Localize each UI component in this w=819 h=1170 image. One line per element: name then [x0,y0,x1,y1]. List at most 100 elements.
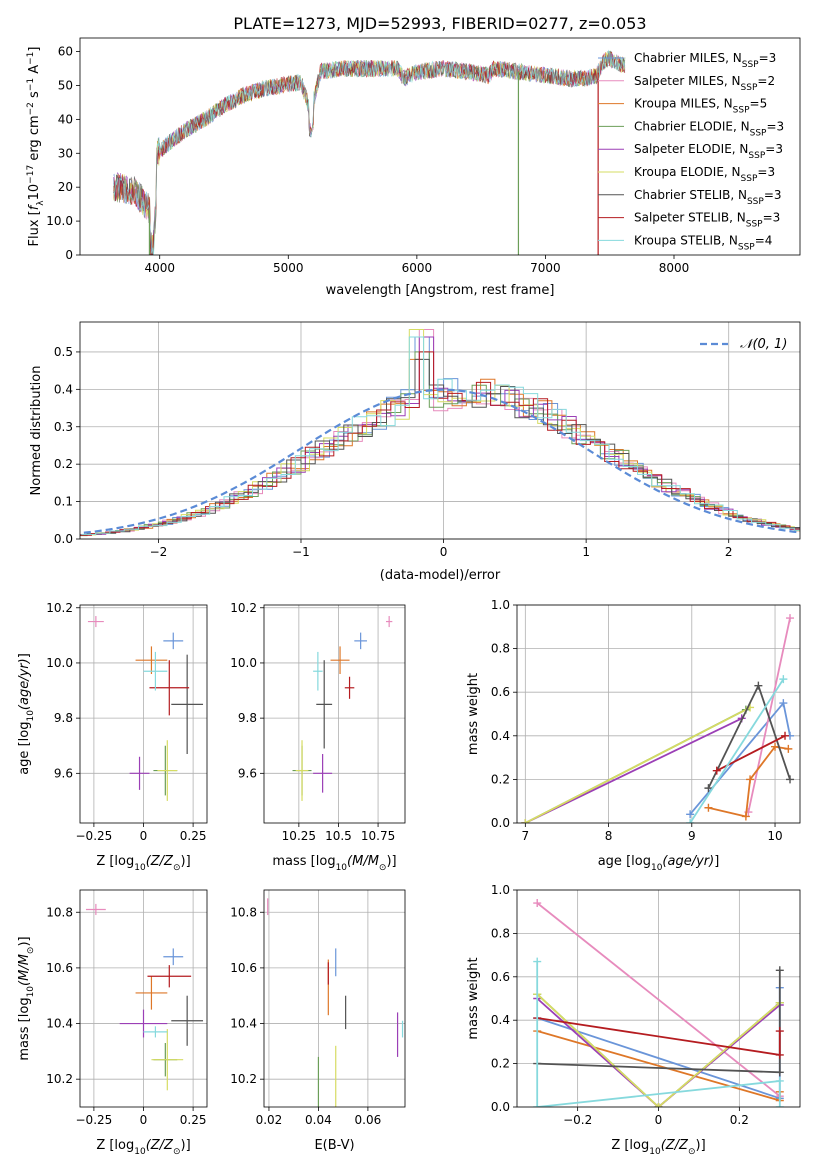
spectrum-line-9 [113,49,626,255]
x-tick-label: 0.04 [305,1113,332,1127]
y-tick-label: 0.3 [54,420,73,434]
histogram-8 [80,351,800,536]
weight-line-7 [707,683,791,789]
x-axis-label: age [log10(age/yr)] [598,854,720,873]
legend-label: Salpeter STELIB, NSSP=3 [634,211,780,230]
x-axis-label: E(B-V) [314,1138,354,1153]
weight-line-2 [536,902,781,1097]
plot-area [292,616,393,801]
y-tick-label: 9.6 [54,766,73,780]
x-axis-label: wavelength [Angstrom, rest frame] [326,283,555,298]
weight-marker [771,742,780,751]
weight-line-6 [524,706,751,823]
weight-marker [704,803,713,812]
y-tick-label: 0 [65,248,73,262]
weight-marker [533,1103,542,1107]
x-tick-label: 6000 [402,261,433,275]
x-tick-label: 5000 [273,261,304,275]
weight-line-5 [524,717,743,823]
weight-marker [533,957,542,966]
y-tick-label: 1.0 [491,883,510,897]
spectrum-line-5 [113,53,626,255]
y-axis-label: Normed distribution [29,366,44,496]
y-tick-label: 50 [58,78,73,92]
weight-line-5 [536,997,781,1107]
y-tick-label: 9.8 [54,711,73,725]
y-tick-label: 0.2 [491,772,510,786]
x-tick-label: 0 [140,1113,148,1127]
panel-8: −0.2 0 0.2 0.0 0.2 0.4 0.6 0.8 1.0 Z [log10(Z/Z⊙)… [466,883,801,1157]
x-axis-label: Z [log10(Z/Z⊙)] [96,854,190,873]
y-axis-label: mass weight [466,673,481,755]
weight-marker [521,819,530,823]
legend-label: Kroupa MILES, NSSP=5 [634,97,767,116]
x-tick-label: −0.2 [563,1113,592,1127]
x-tick-label: 10 [767,829,782,843]
weight-marker [754,681,763,690]
x-axis-label: mass [log10(M/M⊙)] [272,854,396,873]
weight-marker [775,1050,784,1059]
spectrum-line-2 [113,52,626,255]
y-tick-label: 10.6 [230,961,257,975]
y-tick-label: 10.6 [46,961,73,975]
x-tick-label: 0.06 [355,1113,382,1127]
y-tick-label: 10.2 [230,1072,257,1086]
y-tick-label: 0.6 [491,970,510,984]
weight-line-3 [708,745,789,818]
y-tick-label: 0.6 [491,685,510,699]
x-tick-label: 0.25 [180,829,207,843]
panel-6: −0.25 0 0.25 10.2 10.4 10.6 10.8 Z [log10(Z/Z⊙)… [17,889,208,1157]
spectrum-line-8 [113,51,626,255]
figure-title: PLATE=1273, MJD=52993, FIBERID=0277, z=0… [233,14,646,33]
y-axis-label: mass weight [466,957,481,1039]
plot-area [87,616,204,801]
axes-frame [516,889,801,1108]
x-tick-label: 10.75 [361,829,395,843]
x-tick-label: 8 [605,829,613,843]
y-tick-label: 9.6 [238,766,257,780]
y-tick-label: 10.8 [46,905,73,919]
axes-frame [79,889,208,1108]
legend-label: Chabrier ELODIE, NSSP=3 [634,119,784,138]
x-axis-label: (data-model)/error [380,568,501,583]
weight-marker [779,699,788,708]
legend-label: Chabrier STELIB, NSSP=3 [634,188,782,207]
y-tick-label: 0.5 [54,345,73,359]
plot-area [521,614,795,823]
x-tick-label: 2 [725,545,733,559]
panel-7: 0.02 0.04 0.06 10.2 10.4 10.6 10.8 E(B-V) [230,889,406,1153]
y-tick-label: 0.8 [491,642,510,656]
x-tick-label: 7000 [530,261,561,275]
weight-line-9 [689,678,785,823]
legend-label: 𝒩(0, 1) [740,337,787,352]
x-tick-label: −2 [150,545,168,559]
weight-marker [786,614,795,623]
y-axis-label: age [log10(age/yr)] [17,653,36,775]
legend-label: Kroupa STELIB, NSSP=4 [634,233,772,252]
spectrum-line-7 [113,51,626,255]
weight-marker [775,1068,784,1077]
y-axis-label: mass [log10(M/M⊙)] [17,936,36,1060]
x-tick-label: −0.25 [76,829,113,843]
weight-marker [784,744,793,753]
y-tick-label: 0.0 [491,816,510,830]
panels: 4000 5000 6000 7000 8000010.02030405060wavel… [17,37,801,1157]
y-tick-label: 10.0 [46,214,73,228]
y-tick-label: 10.4 [46,1017,73,1031]
x-tick-label: −0.25 [76,1113,113,1127]
weight-marker [686,819,695,823]
axes-frame [263,604,406,824]
x-tick-label: 4000 [144,261,175,275]
panel-3: −0.25 0 0.25 9.6 9.8 10.0 10.2 Z [log10(Z/Z⊙)] a… [17,601,208,873]
x-tick-label: 0 [440,545,448,559]
weight-marker [712,766,721,775]
x-axis-label: Z [log10(Z/Z⊙)] [96,1138,190,1157]
y-tick-label: 0.4 [491,1013,510,1027]
x-tick-label: 9 [688,829,696,843]
x-tick-label: 0.25 [180,1113,207,1127]
weight-marker [654,1103,663,1107]
y-tick-label: 20 [58,180,73,194]
y-tick-label: 10.2 [230,601,257,615]
weight-marker [533,899,542,908]
